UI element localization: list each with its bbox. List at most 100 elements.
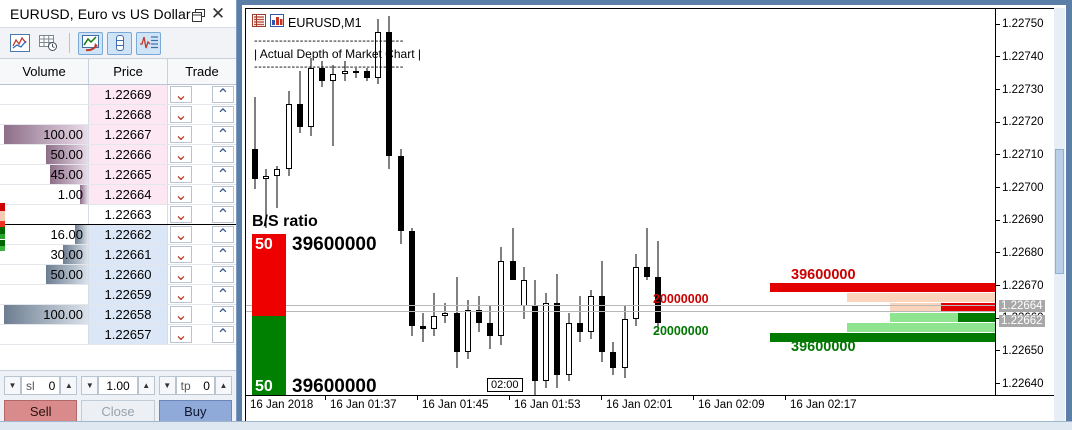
ladder-price-cell[interactable]: 1.22660 [88,265,168,284]
price-tick-label: 1.22750 [1002,18,1044,31]
ladder-price-cell[interactable]: 1.22665 [88,165,168,184]
ladder-trade-cell: ⌄ ⌃ [168,145,236,164]
dom-ladder-icon[interactable] [107,31,132,55]
sell-arrow-icon[interactable]: ⌄ [170,86,192,104]
ladder-row[interactable]: 50.00 1.22666 ⌄ ⌃ [0,145,236,165]
buy-arrow-icon[interactable]: ⌃ [212,286,234,304]
chart-plot-area[interactable]: EURUSD,M1 ------------------------------… [246,9,995,395]
candle-body [655,276,662,323]
buy-arrow-icon[interactable]: ⌃ [212,146,234,164]
sell-arrow-icon[interactable]: ⌄ [170,266,192,284]
stepper-decrement-sl[interactable]: ▼ [4,376,21,395]
ladder-trade-cell: ⌄ ⌃ [168,105,236,124]
volume-bar [74,225,88,244]
buy-arrow-icon[interactable]: ⌃ [212,86,234,104]
close-icon[interactable]: ✕ [210,3,226,24]
buy-arrow-icon[interactable]: ⌃ [212,226,234,244]
ladder-price-cell[interactable]: 1.22662 [88,225,168,244]
buy-arrow-icon[interactable]: ⌃ [212,186,234,204]
buy-arrow-icon[interactable]: ⌃ [212,326,234,344]
candlestick [285,9,292,395]
buy-button[interactable]: Buy [158,400,232,423]
ladder-price-cell[interactable]: 1.22669 [88,85,168,104]
workspace-horizontal-scrollbar[interactable] [0,421,1072,430]
sell-arrow-icon[interactable]: ⌄ [170,326,192,344]
buy-arrow-icon[interactable]: ⌃ [212,266,234,284]
stepper-field-tp[interactable]: tp 0 [175,376,215,395]
sell-arrow-icon[interactable]: ⌄ [170,306,192,324]
stepper-increment-sl[interactable]: ▲ [60,376,78,395]
stepper-increment-tp[interactable]: ▲ [214,376,232,395]
buy-arrow-icon[interactable]: ⌃ [212,126,234,144]
buy-arrow-icon[interactable]: ⌃ [212,166,234,184]
buy-arrow-icon[interactable]: ⌃ [212,106,234,124]
sell-arrow-icon[interactable]: ⌄ [170,106,192,124]
candlestick [453,9,460,395]
buy-arrow-icon[interactable]: ⌃ [212,306,234,324]
ladder-row[interactable]: 1.22663 ⌄ ⌃ [0,205,236,225]
ladder-price-cell[interactable]: 1.22657 [88,325,168,344]
buy-arrow-icon[interactable]: ⌃ [212,246,234,264]
price-tick-label: 1.22680 [1002,247,1044,259]
window-restore-icon[interactable] [191,9,205,22]
ladder-row[interactable]: 50.00 1.22660 ⌄ ⌃ [0,265,236,285]
price-axis[interactable]: 1.22750 1.22740 1.22730 1.22720 1.22710 1.227… [995,9,1063,395]
candlestick [408,9,415,395]
ladder-row[interactable]: 45.00 1.22665 ⌄ ⌃ [0,165,236,185]
price-ladder[interactable]: 1.22669 ⌄ ⌃ 1.22668 ⌄ ⌃ 100.00 1.22667 ⌄ ⌃ 50.00 1.… [0,85,236,370]
bid-depth-bar [957,313,995,322]
candlestick [644,9,650,395]
tick-mark [509,396,510,400]
sell-arrow-icon[interactable]: ⌄ [170,226,192,244]
candle-body [644,267,650,277]
close-position-button[interactable]: Close [81,400,155,423]
sell-button[interactable]: Sell [4,400,78,423]
mini-depth-segment [0,246,5,251]
trade-chart-icon[interactable] [78,31,103,55]
ladder-price-cell[interactable]: 1.22661 [88,245,168,264]
chart-scrollbar-thumb[interactable] [1055,149,1064,274]
buy-arrow-icon[interactable]: ⌃ [212,206,234,224]
ladder-price-cell[interactable]: 1.22659 [88,285,168,304]
ladder-price-cell[interactable]: 1.22666 [88,145,168,164]
stepper-field-volume[interactable]: 1.00 [98,376,138,395]
ladder-row[interactable]: 100.00 1.22667 ⌄ ⌃ [0,125,236,145]
ladder-row[interactable]: 100.00 1.22658 ⌄ ⌃ [0,305,236,325]
ladder-row[interactable]: 16.00 1.22662 ⌄ ⌃ [0,225,236,245]
stepper-increment-volume[interactable]: ▲ [137,376,155,395]
time-tick: 16 Jan 2018 [245,396,313,411]
tick-feed-icon[interactable] [136,31,161,55]
candlestick [274,9,281,395]
ladder-row[interactable]: 1.22659 ⌄ ⌃ [0,285,236,305]
time-axis[interactable]: 16 Jan 2018 16 Jan 01:37 16 Jan 01:45 16 Ja… [245,395,1063,423]
ladder-volume-value: 50.00 [50,147,83,162]
chart-vertical-scrollbar[interactable] [1054,8,1065,423]
ladder-row[interactable]: 1.22669 ⌄ ⌃ [0,85,236,105]
sell-arrow-icon[interactable]: ⌄ [170,126,192,144]
ladder-price-cell[interactable]: 1.22668 [88,105,168,124]
ladder-row[interactable]: 1.22668 ⌄ ⌃ [0,105,236,125]
sell-arrow-icon[interactable]: ⌄ [170,206,192,224]
ladder-price-cell[interactable]: 1.22664 [88,185,168,204]
candlestick [621,9,628,395]
stepper-decrement-tp[interactable]: ▼ [158,376,176,395]
ladder-volume-cell: 45.00 [0,165,88,184]
sell-arrow-icon[interactable]: ⌄ [170,146,192,164]
sell-arrow-icon[interactable]: ⌄ [170,246,192,264]
stepper-field-sl[interactable]: sl 0 [21,376,61,395]
ladder-row[interactable]: 1.22657 ⌄ ⌃ [0,325,236,345]
ladder-row[interactable]: 1.00 1.22664 ⌄ ⌃ [0,185,236,205]
time-table-icon[interactable] [36,32,61,55]
ladder-row[interactable]: 30.00 1.22661 ⌄ ⌃ [0,245,236,265]
ladder-price-cell[interactable]: 1.22663 [88,205,168,224]
sell-arrow-icon[interactable]: ⌄ [170,166,192,184]
sell-arrow-icon[interactable]: ⌄ [170,286,192,304]
ladder-trade-cell: ⌄ ⌃ [168,185,236,204]
ladder-price-cell[interactable]: 1.22667 [88,125,168,144]
price-tick: 1.22680 [996,247,1044,259]
ladder-price-cell[interactable]: 1.22658 [88,305,168,324]
tick-chart-icon[interactable] [7,32,32,55]
stepper-decrement-volume[interactable]: ▼ [81,376,99,395]
sell-arrow-icon[interactable]: ⌄ [170,186,192,204]
candle-body [543,303,550,382]
